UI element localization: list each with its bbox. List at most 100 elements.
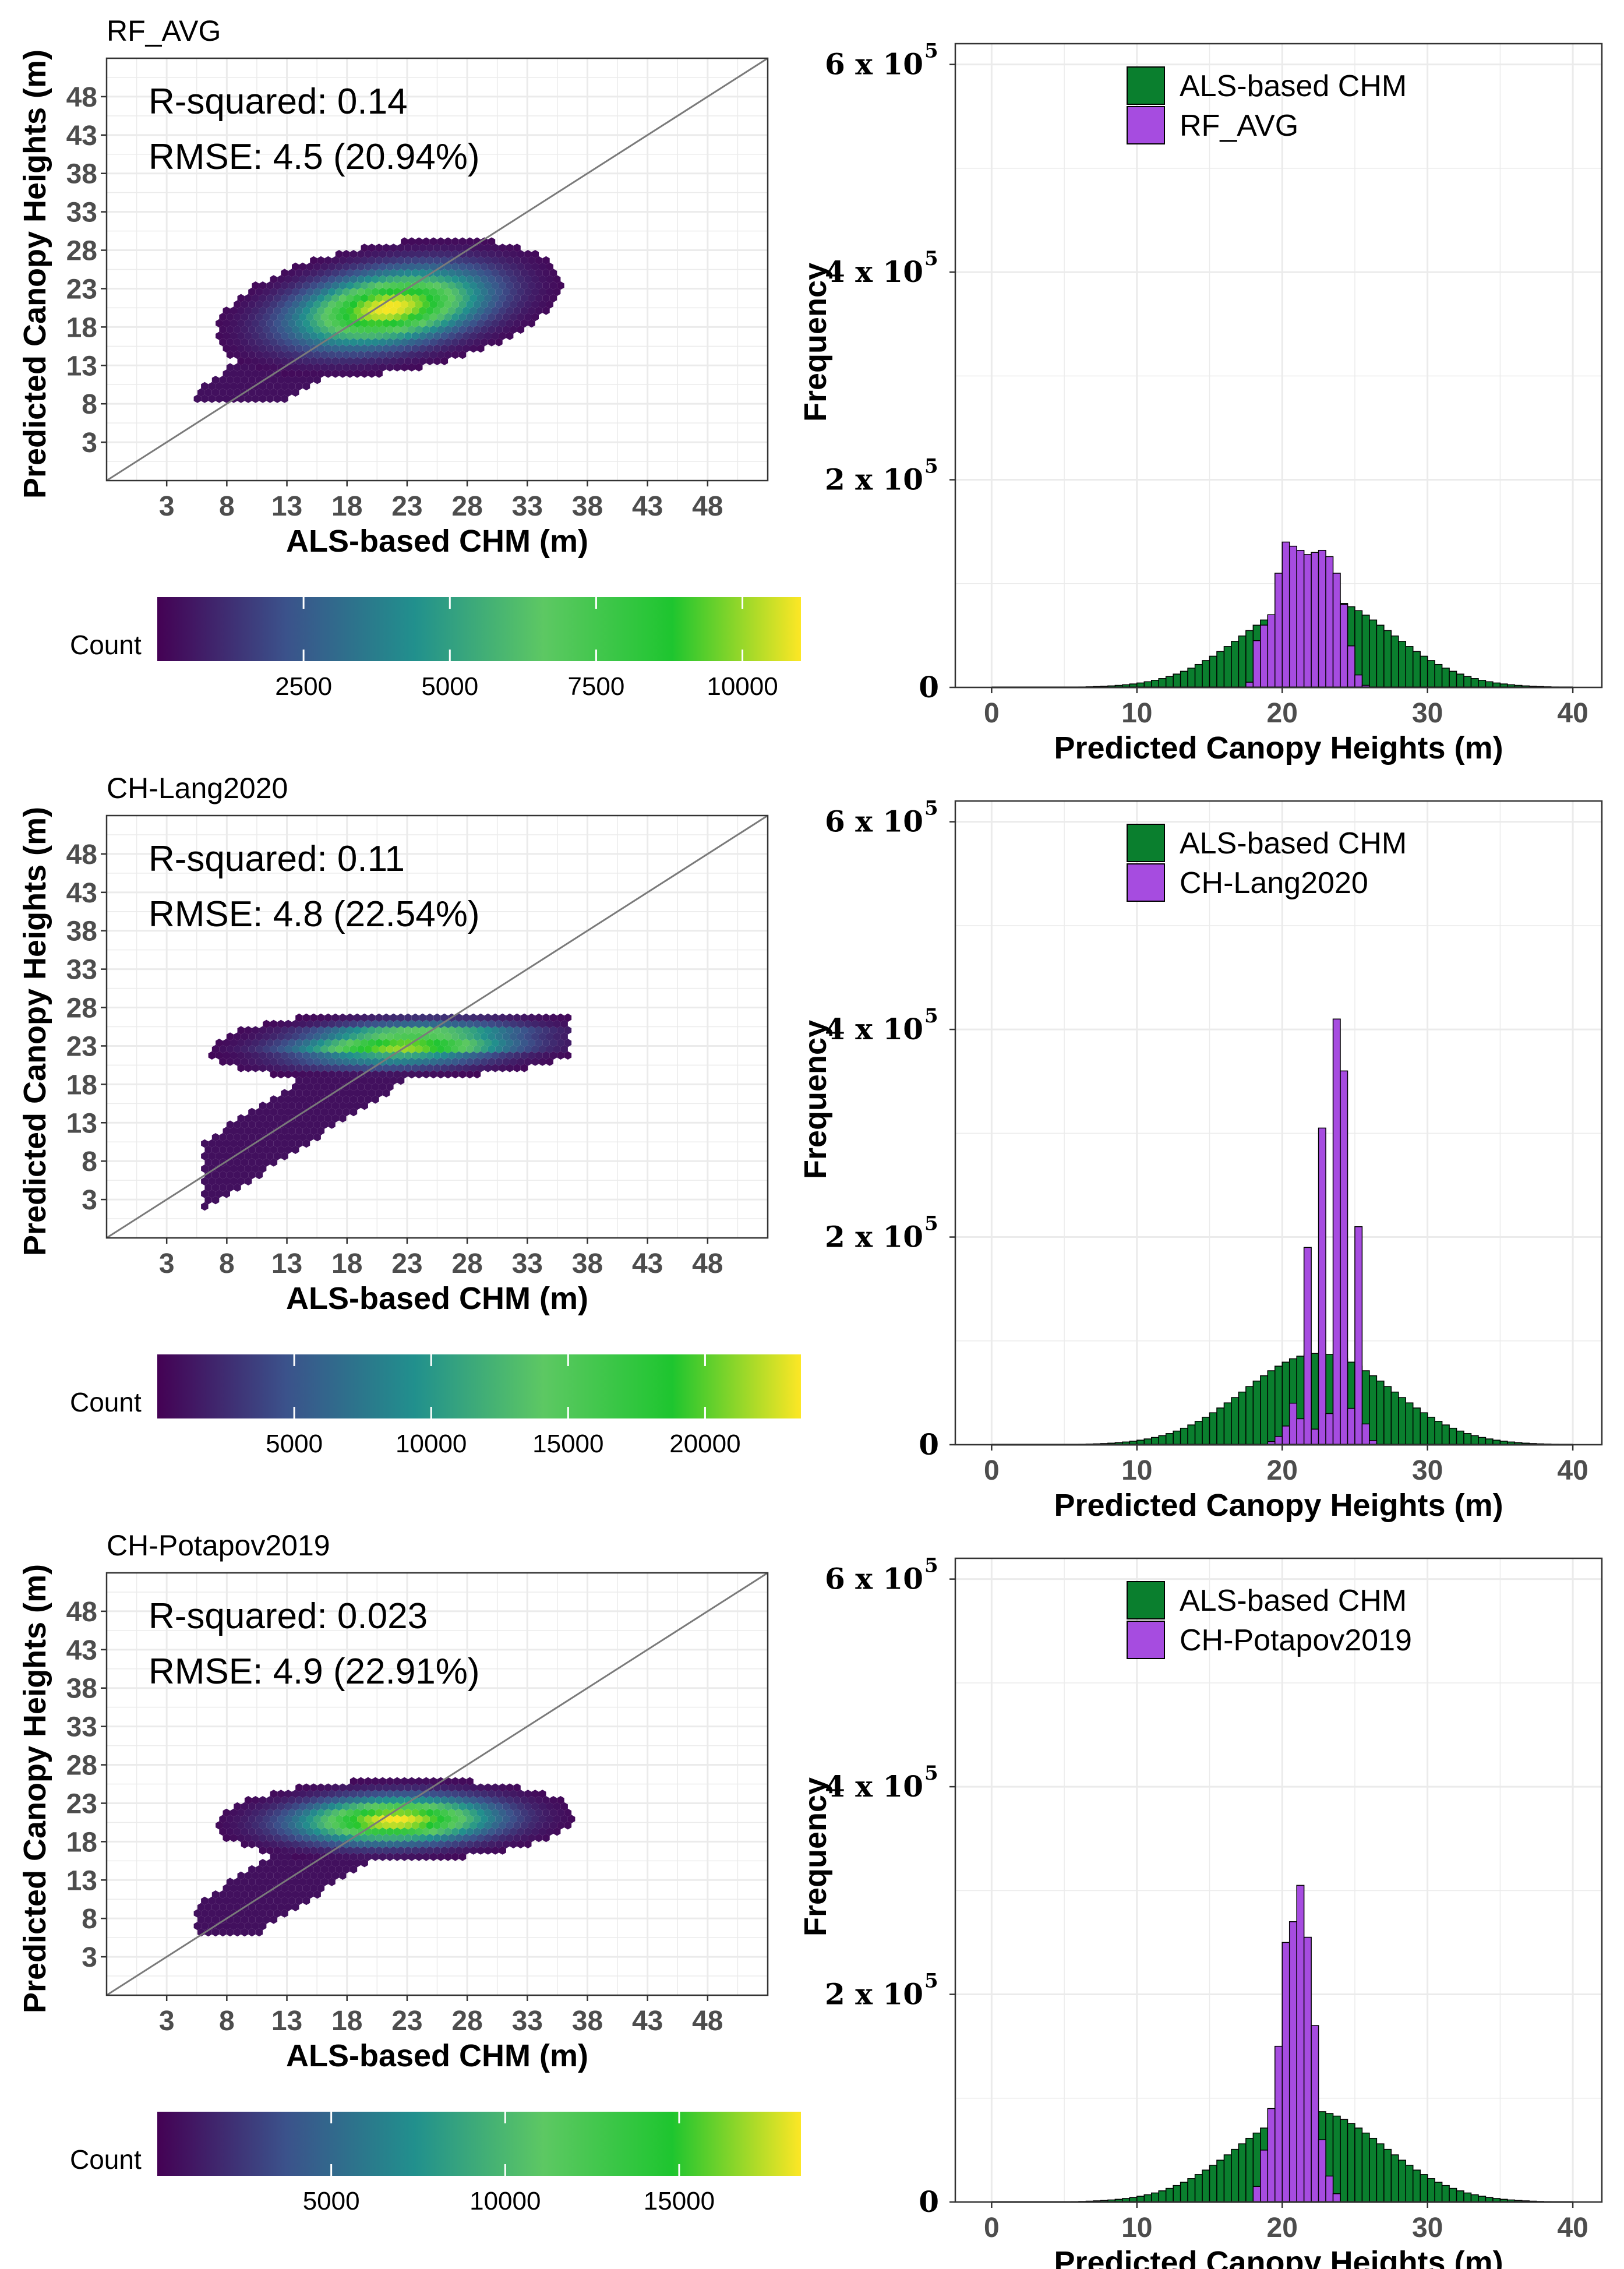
hex-bin [299,376,306,384]
hex-bin [216,319,223,328]
hex-bin [317,1051,325,1060]
hex-bin [488,1044,496,1054]
hex-bin [266,281,274,290]
histogram-bar-als [1267,1370,1276,1445]
histogram-bar-als [1245,2137,1254,2203]
hex-bin [422,338,430,347]
hex-bin [339,1846,347,1855]
hex-bin [393,250,401,259]
hex-bin [331,344,340,353]
hex-bin [288,1127,296,1135]
hex-bin [299,1878,306,1886]
hex-bin [469,306,477,315]
hex-bin [397,344,405,353]
hex-bin [520,1064,528,1072]
hex-bin [295,1089,303,1098]
histogram-bar-als [1187,2178,1196,2203]
hex-bin [466,237,474,246]
hex-bin [422,1044,430,1054]
hex-bin [346,269,354,277]
hex-bin [375,319,383,328]
hex-bin [306,1032,314,1041]
hex-bin [451,300,459,309]
hex-bin [510,325,517,334]
panel-border [105,814,769,1239]
hex-bin [528,1833,535,1843]
hex-bin [382,281,390,290]
hex-bin [310,1076,317,1085]
y-tick-exponent: 5 [924,455,938,478]
hex-bin [379,338,387,347]
hex-bin [375,1833,383,1843]
hex-bin [317,319,325,328]
hex-bin [415,1777,423,1785]
hex-bin [252,294,259,302]
hex-bin [317,357,325,365]
hex-bin [531,1802,539,1811]
hex-bin [419,1013,426,1022]
histogram-bar-predicted [1296,1418,1305,1445]
hex-bin [277,1890,285,1899]
hex-bin [517,1840,525,1848]
hex-bin [234,350,241,359]
hex-bin [386,1827,394,1836]
hex-bin [230,1127,238,1135]
hex-bin [349,287,358,297]
hex-bin [237,1064,245,1072]
hex-bin [331,1026,340,1035]
hex-bin [320,1865,329,1874]
hex-bin [567,1815,576,1823]
hex-bin [415,1852,423,1861]
hex-bin [495,287,503,297]
hex-bin [517,1802,525,1811]
hex-bin [331,281,340,290]
hex-bin [295,331,303,340]
hex-bin [343,1070,350,1079]
hex-bin [513,306,521,315]
hex-bin [542,1013,550,1022]
y-axis-title: Frequency [798,263,833,422]
hex-bin [284,300,292,309]
hex-bin [361,1833,368,1843]
histogram-bar-als [1456,2190,1464,2203]
hex-bin [273,1102,281,1110]
hex-bin [273,1896,281,1905]
hex-bin [320,262,329,271]
hex-bin [339,1114,347,1123]
hex-bin [397,1051,405,1060]
hex-bin [404,1846,412,1855]
hex-bin [241,1878,249,1886]
hex-bin [382,1026,390,1035]
colorbar-tick-label: 5000 [266,1430,323,1458]
hex-bin [513,1783,521,1792]
hex-bin [390,256,397,265]
hex-bin [422,350,430,359]
hex-bin [492,1026,499,1035]
hex-bin [226,1827,234,1836]
hex-bin [354,357,361,365]
hex-bin [397,331,405,340]
hex-bin [433,306,441,315]
hex-bin [448,1026,456,1035]
hex-bin [513,1051,521,1060]
hex-bin [284,275,292,284]
hex-bin [244,294,252,302]
hex-bin [357,262,365,271]
hex-bin [422,1019,430,1028]
hex-bin [295,294,303,302]
hex-bin [335,1057,343,1066]
hex-bin [473,1032,481,1041]
hex-bin [368,294,376,302]
hex-bin [463,1808,470,1817]
hex-bin [219,1145,227,1154]
hex-bin [390,331,397,340]
hex-bin [295,1039,303,1047]
hex-bin [310,1064,317,1072]
hex-bin [281,1152,288,1160]
hex-bin [426,1796,434,1805]
hex-bin [346,1013,354,1022]
hex-bin [223,1884,230,1893]
hex-bin [455,256,463,265]
hex-bin [295,306,303,315]
